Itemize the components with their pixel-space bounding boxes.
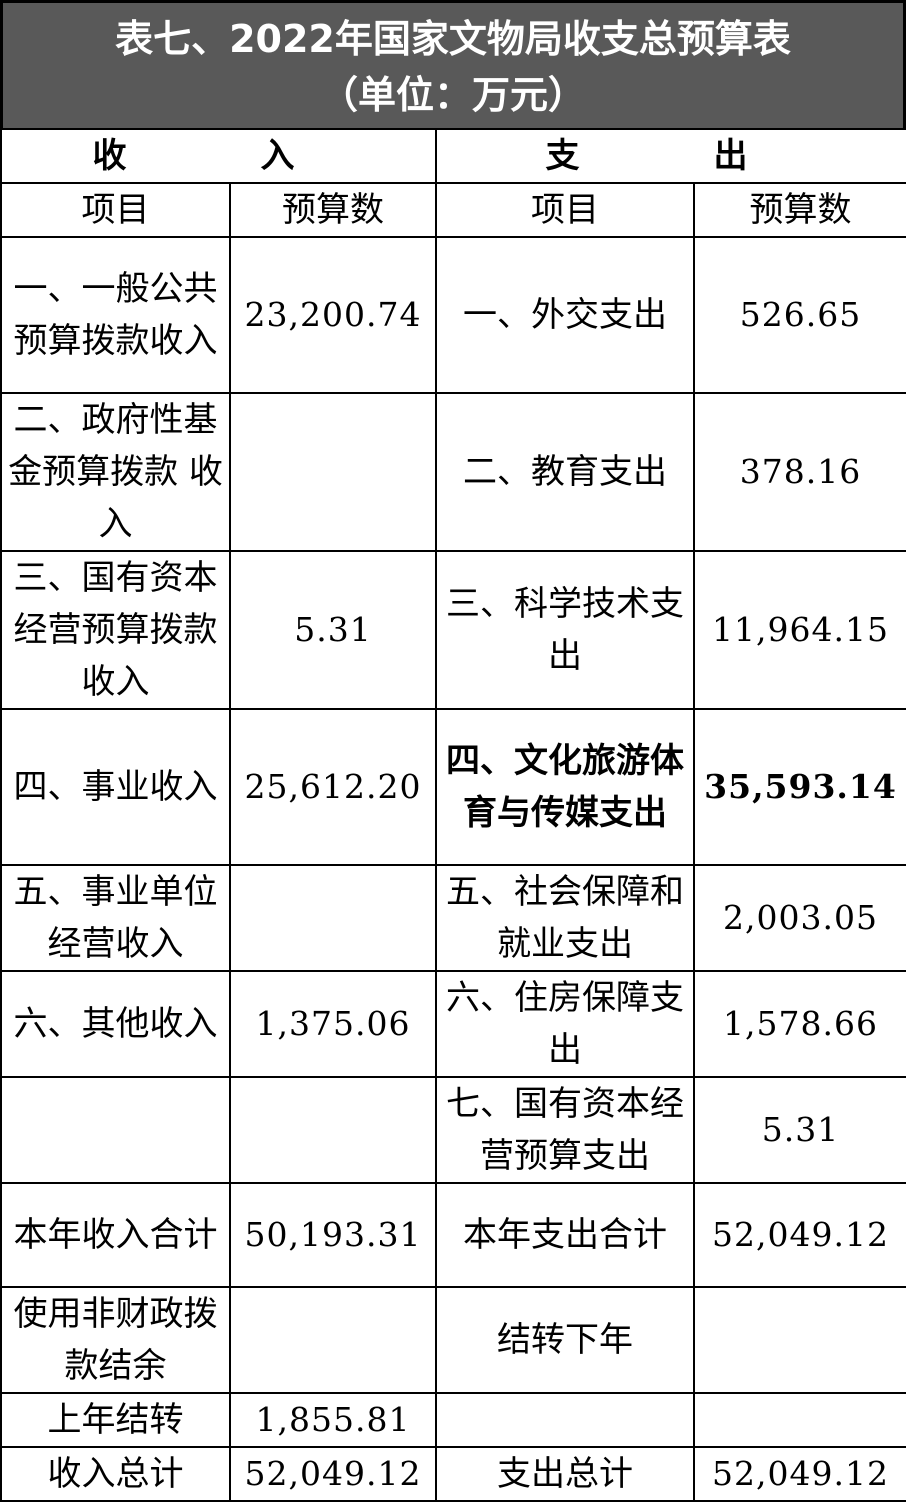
expense-value: 526.65 xyxy=(693,236,906,394)
table-row: 本年收入合计 50,193.31 本年支出合计 52,049.12 xyxy=(0,1182,906,1288)
table-title: 表七、2022年国家文物局收支总预算表 （单位：万元） xyxy=(0,0,906,128)
expense-item: 五、社会保障和就业支出 xyxy=(435,864,695,972)
income-item: 上年结转 xyxy=(0,1392,231,1448)
expense-item: 六、住房保障支出 xyxy=(435,970,695,1078)
table-row: 六、其他收入 1,375.06 六、住房保障支出 1,578.66 xyxy=(0,970,906,1078)
income-value xyxy=(229,1286,437,1394)
expense-value: 1,578.66 xyxy=(693,970,906,1078)
income-item: 本年收入合计 xyxy=(0,1182,231,1288)
expense-item: 三、科学技术支出 xyxy=(435,550,695,710)
income-value: 25,612.20 xyxy=(229,708,437,866)
expense-item: 一、外交支出 xyxy=(435,236,695,394)
expense-value: 11,964.15 xyxy=(693,550,906,710)
income-item: 五、事业单位经营收入 xyxy=(0,864,231,972)
expense-item: 本年支出合计 xyxy=(435,1182,695,1288)
income-item: 一、一般公共预算拨款收入 xyxy=(0,236,231,394)
expense-value xyxy=(693,1392,906,1448)
table-row: 收入总计 52,049.12 支出总计 52,049.12 xyxy=(0,1446,906,1502)
expense-value: 2,003.05 xyxy=(693,864,906,972)
income-item: 收入总计 xyxy=(0,1446,231,1502)
income-item xyxy=(0,1076,231,1184)
table-row: 二、政府性基金预算拨款 收入 二、教育支出 378.16 xyxy=(0,392,906,552)
col-header-budget: 预算数 xyxy=(693,182,906,238)
expense-section-header: 支 出 xyxy=(435,128,906,184)
expense-item: 结转下年 xyxy=(435,1286,695,1394)
table-row: 七、国有资本经营预算支出 5.31 xyxy=(0,1076,906,1184)
expense-value: 35,593.14 xyxy=(693,708,906,866)
table-row: 使用非财政拨款结余 结转下年 xyxy=(0,1286,906,1394)
income-item: 使用非财政拨款结余 xyxy=(0,1286,231,1394)
table-row: 上年结转 1,855.81 xyxy=(0,1392,906,1448)
table-row: 五、事业单位经营收入 五、社会保障和就业支出 2,003.05 xyxy=(0,864,906,972)
income-value: 5.31 xyxy=(229,550,437,710)
income-value: 1,375.06 xyxy=(229,970,437,1078)
income-value xyxy=(229,392,437,552)
expense-value: 52,049.12 xyxy=(693,1446,906,1502)
expense-value xyxy=(693,1286,906,1394)
expense-value: 378.16 xyxy=(693,392,906,552)
income-section-header: 收 入 xyxy=(0,128,437,184)
income-value: 50,193.31 xyxy=(229,1182,437,1288)
expense-value: 5.31 xyxy=(693,1076,906,1184)
col-header-budget: 预算数 xyxy=(229,182,437,238)
table-row: 四、事业收入 25,612.20 四、文化旅游体育与传媒支出 35,593.14 xyxy=(0,708,906,866)
income-item: 二、政府性基金预算拨款 收入 xyxy=(0,392,231,552)
expense-item: 二、教育支出 xyxy=(435,392,695,552)
unit-line: （单位：万元） xyxy=(319,73,586,117)
table-row: 一、一般公共预算拨款收入 23,200.74 一、外交支出 526.65 xyxy=(0,236,906,394)
income-value: 23,200.74 xyxy=(229,236,437,394)
income-item: 六、其他收入 xyxy=(0,970,231,1078)
income-value: 1,855.81 xyxy=(229,1392,437,1448)
expense-value: 52,049.12 xyxy=(693,1182,906,1288)
income-value: 52,049.12 xyxy=(229,1446,437,1502)
col-header-item: 项目 xyxy=(435,182,695,238)
budget-table: 收 入 支 出 项目 预算数 项目 预算数 一、一般公共预算拨款收入 23,200… xyxy=(0,128,906,1502)
income-item: 三、国有资本经营预算拨款收入 xyxy=(0,550,231,710)
col-header-item: 项目 xyxy=(0,182,231,238)
title-line: 表七、2022年国家文物局收支总预算表 xyxy=(115,17,791,61)
expense-item: 支出总计 xyxy=(435,1446,695,1502)
expense-item: 四、文化旅游体育与传媒支出 xyxy=(435,708,695,866)
income-value xyxy=(229,864,437,972)
expense-item: 七、国有资本经营预算支出 xyxy=(435,1076,695,1184)
income-value xyxy=(229,1076,437,1184)
table-row: 三、国有资本经营预算拨款收入 5.31 三、科学技术支出 11,964.15 xyxy=(0,550,906,710)
expense-item xyxy=(435,1392,695,1448)
income-item: 四、事业收入 xyxy=(0,708,231,866)
